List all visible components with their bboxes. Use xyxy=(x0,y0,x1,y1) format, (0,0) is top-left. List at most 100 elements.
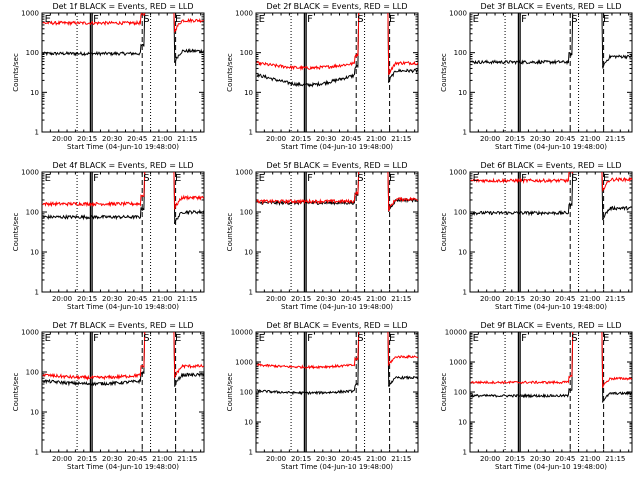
marker-s: S xyxy=(143,333,149,344)
series-line-red xyxy=(601,376,632,389)
x-tick-label: 21:15 xyxy=(391,295,411,303)
gap-edge-black xyxy=(143,13,146,47)
gap-edge-red xyxy=(601,332,604,388)
x-tick-label: 20:30 xyxy=(530,455,550,463)
y-axis-label: Counts/sec xyxy=(12,213,20,252)
x-tick-label: 20:00 xyxy=(266,135,286,143)
series-line-red xyxy=(173,17,204,33)
marker-e: E xyxy=(473,333,479,344)
y-tick-label: 10 xyxy=(244,249,253,257)
y-tick-label: 10 xyxy=(30,409,39,417)
y-tick-label: 1000 xyxy=(21,10,39,18)
y-tick-label: 10 xyxy=(458,89,467,97)
plot-frame xyxy=(41,171,205,293)
gap-edge-red xyxy=(143,172,146,197)
panel-det-9: Det 9f BLACK = Events, RED = LLD 1 10 100 10… xyxy=(440,321,633,471)
marker-e: E xyxy=(175,14,181,25)
gap-edge-red xyxy=(387,332,390,366)
y-tick-label: 100 xyxy=(454,49,467,57)
marker-f: F xyxy=(307,14,313,25)
y-tick-label: 1000 xyxy=(235,169,253,177)
marker-s: S xyxy=(571,14,577,25)
marker-s: S xyxy=(357,14,363,25)
marker-e: E xyxy=(603,333,609,344)
panel-det-6: Det 6f BLACK = Events, RED = LLD 1 10 100 10… xyxy=(440,161,633,311)
marker-s: S xyxy=(357,173,363,184)
x-tick-label: 21:00 xyxy=(366,135,386,143)
gap-edge-black xyxy=(601,13,604,69)
x-tick-label: 21:15 xyxy=(605,455,625,463)
y-tick-label: 1 xyxy=(463,289,467,297)
plot-frame xyxy=(469,12,633,133)
y-tick-label: 10 xyxy=(244,419,253,427)
plot-frame xyxy=(41,12,205,133)
y-tick-label: 100 xyxy=(26,369,39,377)
x-axis-label: Start Time (04-Jun-10 19:48:00) xyxy=(281,303,393,311)
panel-title: Det 3f BLACK = Events, RED = LLD xyxy=(480,2,621,11)
x-tick-label: 21:15 xyxy=(605,295,625,303)
marker-s: S xyxy=(143,14,149,25)
plot-area xyxy=(42,332,204,452)
y-tick-label: 1 xyxy=(35,129,39,137)
gap-edge-red xyxy=(357,332,360,360)
panel-det-3: Det 3f BLACK = Events, RED = LLD 1 10 100 10… xyxy=(440,2,633,151)
y-tick-label: 1000 xyxy=(21,169,39,177)
y-tick-label: 1000 xyxy=(235,10,253,18)
panel-title: Det 6f BLACK = Events, RED = LLD xyxy=(480,161,621,170)
marker-s: S xyxy=(571,173,577,184)
y-tick-label: 10 xyxy=(244,89,253,97)
y-axis-label: Counts/sec xyxy=(440,53,448,92)
series-line-red xyxy=(256,356,359,370)
series-line-black xyxy=(42,207,145,221)
marker-f: F xyxy=(307,173,313,184)
y-tick-label: 10 xyxy=(30,249,39,257)
series-line-red xyxy=(173,363,204,378)
series-line-red xyxy=(470,374,572,385)
y-tick-label: 1000 xyxy=(449,10,467,18)
x-tick-label: 20:15 xyxy=(291,135,311,143)
marker-e: E xyxy=(389,333,395,344)
marker-e: E xyxy=(175,333,181,344)
marker-e: E xyxy=(389,14,395,25)
y-axis-label: Counts/sec xyxy=(440,213,448,252)
y-tick-label: 1 xyxy=(35,289,39,297)
x-tick-label: 21:00 xyxy=(366,455,386,463)
panel-det-2: Det 2f BLACK = Events, RED = LLD 1 10 100 10… xyxy=(226,2,419,151)
gap-edge-black xyxy=(571,172,574,206)
x-tick-label: 20:15 xyxy=(77,295,97,303)
y-tick-label: 100 xyxy=(240,389,253,397)
series-line-red xyxy=(387,354,418,366)
marker-f: F xyxy=(521,173,527,184)
series-line-red xyxy=(42,364,145,381)
gap-edge-red xyxy=(143,332,146,368)
panel-title: Det 1f BLACK = Events, RED = LLD xyxy=(52,2,193,11)
gap-edge-red xyxy=(357,172,360,195)
y-tick-label: 1 xyxy=(249,449,253,457)
y-tick-label: 100 xyxy=(26,209,39,217)
y-axis-label: Counts/sec xyxy=(226,213,234,252)
gap-edge-red xyxy=(357,13,360,56)
marker-f: F xyxy=(307,333,313,344)
y-tick-label: 10000 xyxy=(445,329,467,337)
y-tick-label: 1000 xyxy=(235,359,253,367)
marker-e: E xyxy=(259,333,265,344)
gap-edge-red xyxy=(143,13,146,17)
plot-area xyxy=(470,13,632,132)
series-line-black xyxy=(174,372,204,386)
marker-e: E xyxy=(175,173,181,184)
panel-title: Det 4f BLACK = Events, RED = LLD xyxy=(52,161,193,170)
x-tick-label: 20:30 xyxy=(530,135,550,143)
x-tick-label: 20:15 xyxy=(77,455,97,463)
x-tick-label: 20:15 xyxy=(291,455,311,463)
gap-edge-red xyxy=(173,172,176,210)
panel-det-8: Det 8f BLACK = Events, RED = LLD 1 10 100 10… xyxy=(226,321,419,471)
plot-area xyxy=(42,13,204,132)
y-tick-label: 10 xyxy=(30,89,39,97)
marker-e: E xyxy=(389,173,395,184)
plot-frame xyxy=(255,171,419,293)
x-axis-label: Start Time (04-Jun-10 19:48:00) xyxy=(495,303,607,311)
marker-e: E xyxy=(45,14,51,25)
y-tick-label: 100 xyxy=(454,389,467,397)
gap-edge-red xyxy=(387,13,390,75)
x-tick-label: 20:00 xyxy=(52,295,72,303)
